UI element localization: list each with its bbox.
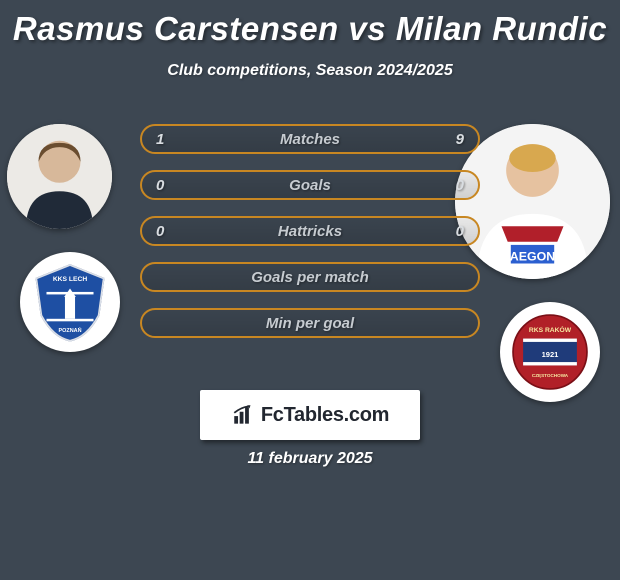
stat-label: Goals per match xyxy=(142,269,478,286)
person-silhouette-icon xyxy=(7,124,112,229)
page-subtitle: Club competitions, Season 2024/2025 xyxy=(0,62,620,80)
stat-row-hattricks: 0 Hattricks 0 xyxy=(140,216,480,246)
crest-icon: KKS LECH POZNAŃ xyxy=(28,260,112,344)
svg-text:1921: 1921 xyxy=(542,350,559,359)
date-line: 11 february 2025 xyxy=(0,450,620,468)
svg-text:AEGON: AEGON xyxy=(510,249,555,263)
fctables-label: FcTables.com xyxy=(261,404,389,427)
stat-label: Matches xyxy=(142,131,478,148)
crest-right-subtext: CZĘSTOCHOWA xyxy=(532,373,569,378)
stat-row-goals-per-match: Goals per match xyxy=(140,262,480,292)
club-crest-left: KKS LECH POZNAŃ xyxy=(20,252,120,352)
bar-chart-icon xyxy=(231,402,257,428)
stats-block: 1 Matches 9 0 Goals 0 0 Hattricks 0 Goal… xyxy=(140,124,480,354)
stat-right-value: 0 xyxy=(456,223,464,240)
crest-left-text: KKS LECH xyxy=(53,276,87,283)
crest-left-subtext: POZNAŃ xyxy=(58,326,81,334)
stat-row-matches: 1 Matches 9 xyxy=(140,124,480,154)
stat-row-goals: 0 Goals 0 xyxy=(140,170,480,200)
stat-label: Min per goal xyxy=(142,315,478,332)
page-title: Rasmus Carstensen vs Milan Rundic xyxy=(0,0,620,48)
stat-right-value: 9 xyxy=(456,131,464,148)
crest-right-text: RKS RAKÓW xyxy=(529,325,572,334)
stat-row-min-per-goal: Min per goal xyxy=(140,308,480,338)
stat-right-value: 0 xyxy=(456,177,464,194)
player-left-photo xyxy=(7,124,112,229)
stat-label: Goals xyxy=(142,177,478,194)
crest-icon: RKS RAKÓW CZĘSTOCHOWA 1921 xyxy=(508,310,592,394)
fctables-badge: FcTables.com xyxy=(200,390,420,440)
club-crest-right: RKS RAKÓW CZĘSTOCHOWA 1921 xyxy=(500,302,600,402)
stat-label: Hattricks xyxy=(142,223,478,240)
